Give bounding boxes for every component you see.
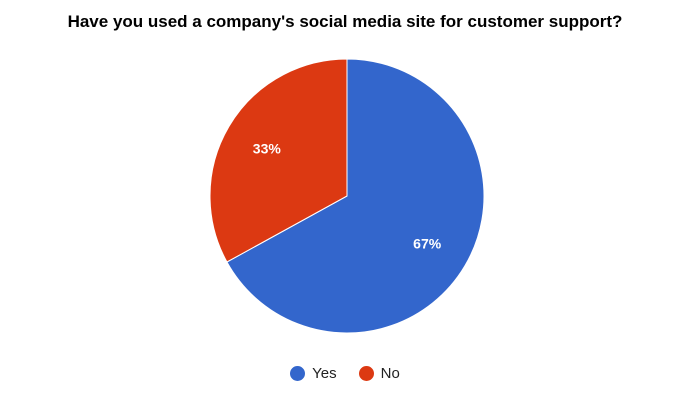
legend-swatch-yes [290,366,306,381]
legend-label-yes: Yes [312,365,337,382]
slice-label-no: 33% [253,141,282,157]
pie-slice-yes[interactable] [226,58,485,334]
legend-item-no[interactable]: No [358,365,400,382]
slice-label-yes: 67% [413,235,442,251]
legend-label-no: No [380,365,400,382]
legend: Yes No [0,365,690,382]
legend-item-yes[interactable]: Yes [290,365,337,382]
legend-swatch-no [358,366,374,381]
chart-title: Have you used a company's social media s… [67,12,623,31]
pie-slice-no[interactable] [209,58,348,263]
